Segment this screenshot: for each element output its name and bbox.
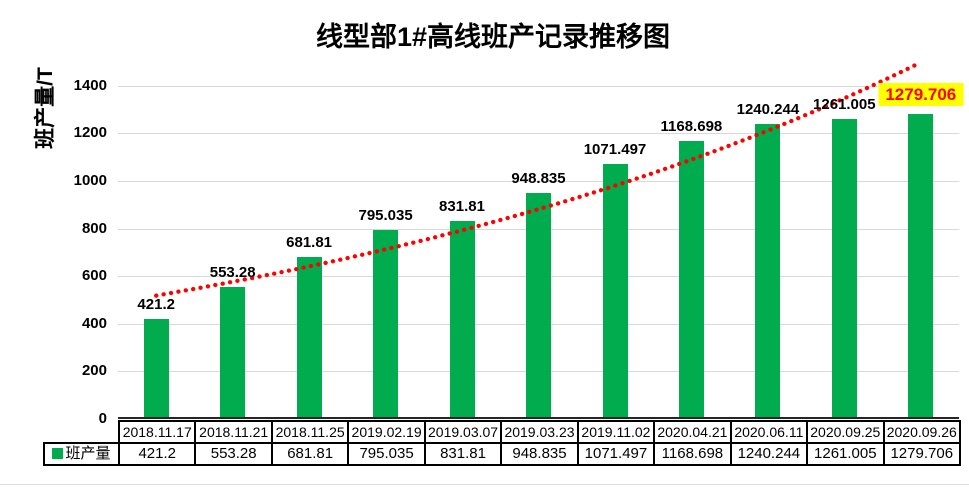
data-label: 681.81	[286, 233, 333, 251]
value-cell: 681.81	[270, 442, 350, 466]
bar	[143, 318, 169, 419]
data-label: 553.28	[209, 264, 256, 282]
date-cell: 2019.03.07	[423, 420, 503, 444]
data-table: 2018.11.17 2018.11.21 2018.11.25 2019.02.19…	[43, 420, 962, 466]
data-label-highlighted: 1279.706	[878, 83, 964, 107]
data-label: 1168.698	[660, 117, 723, 135]
bar	[602, 164, 628, 419]
date-cell: 2020.06.11	[729, 420, 809, 444]
chart-title: 线型部1#高线班产记录推移图	[315, 22, 671, 52]
y-axis-tick-label: 1200	[73, 124, 107, 142]
y-axis-tick-label: 0	[98, 410, 107, 427]
legend-label: 班产量	[65, 445, 111, 462]
date-cell: 2020.09.25	[806, 420, 885, 444]
value-cell: 1261.005	[806, 442, 885, 466]
value-cell: 1279.706	[882, 442, 962, 466]
date-cell: 2019.11.02	[576, 420, 656, 444]
bar	[220, 287, 246, 419]
bar	[373, 229, 399, 419]
bar	[449, 221, 475, 419]
value-cell: 1071.497	[576, 442, 656, 466]
y-axis-tick-label: 400	[81, 314, 107, 332]
y-axis-tick-label: 200	[81, 362, 107, 380]
date-cell: 2020.04.21	[653, 420, 732, 444]
table-corner-blank	[44, 421, 119, 443]
x-axis-line	[118, 417, 959, 419]
date-cell: 2020.09.26	[882, 420, 962, 444]
y-axis-tick-label: 600	[81, 267, 107, 285]
legend-cell: 班产量	[43, 442, 120, 466]
data-label: 948.835	[511, 170, 566, 188]
table-row: 班产量 421.2 553.28 681.81 795.035 831.81 948.835…	[43, 442, 962, 466]
legend-marker-icon	[52, 448, 64, 459]
y-axis-tick-label: 800	[81, 219, 107, 237]
value-cell: 1168.698	[653, 442, 732, 466]
value-cell: 795.035	[347, 442, 426, 466]
data-label: 1240.244	[736, 100, 800, 118]
bar	[831, 118, 857, 419]
bar	[755, 123, 781, 419]
y-axis-tick-label: 1000	[73, 172, 107, 189]
bar	[296, 256, 322, 419]
date-cell: 2018.11.17	[117, 420, 197, 444]
date-cell: 2018.11.25	[270, 420, 350, 444]
table-row: 2018.11.17 2018.11.21 2018.11.25 2019.02.19…	[44, 420, 962, 444]
data-label: 831.81	[439, 198, 485, 215]
value-cell: 421.2	[117, 442, 197, 466]
worksheet-gridline	[0, 484, 969, 485]
data-label: 1261.005	[813, 95, 876, 113]
date-cell: 2018.11.21	[194, 420, 273, 444]
date-cell: 2019.02.19	[347, 420, 426, 444]
data-label: 421.2	[137, 295, 175, 313]
y-axis-tick-label: 1400	[73, 76, 107, 94]
bar	[678, 140, 704, 419]
value-cell: 553.28	[194, 442, 273, 466]
bar	[526, 193, 551, 419]
value-cell: 1240.244	[729, 442, 809, 466]
bar	[908, 114, 934, 419]
gridline	[118, 85, 959, 87]
value-cell: 948.835	[500, 442, 579, 466]
value-cell: 831.81	[423, 442, 503, 466]
date-cell: 2019.03.23	[500, 420, 579, 444]
data-label: 795.035	[358, 206, 413, 224]
data-label: 1071.497	[583, 141, 647, 158]
